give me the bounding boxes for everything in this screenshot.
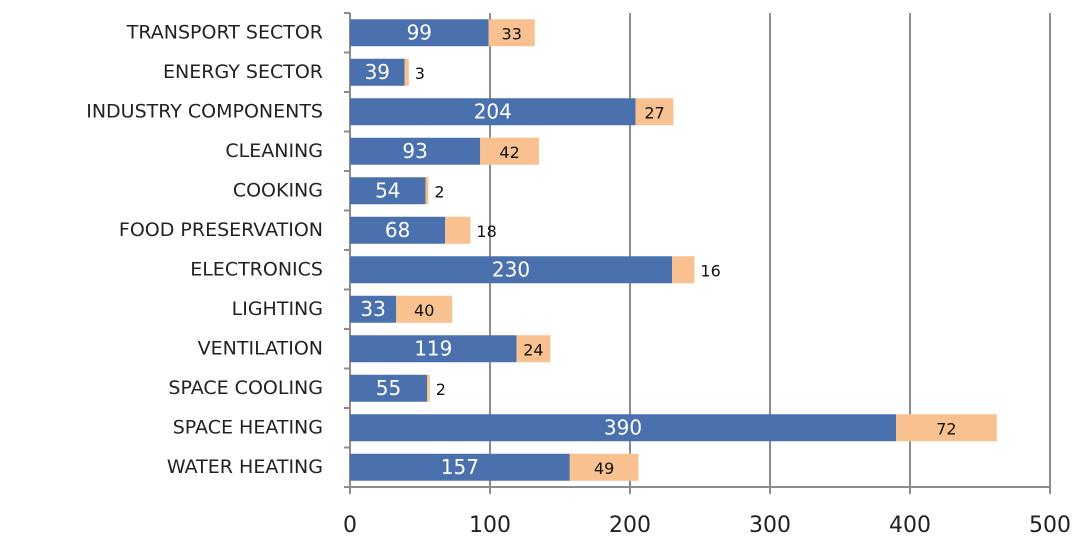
- bar-segment: [350, 58, 405, 86]
- bar-segment: [488, 19, 535, 47]
- bar-segment: [480, 137, 539, 165]
- bar-label: 42: [499, 143, 519, 162]
- bar-segment: [425, 177, 429, 205]
- bar-segment: [350, 295, 397, 323]
- bar-label: 33: [502, 24, 522, 43]
- y-tick-label: TRANSPORT SECTOR: [126, 21, 323, 43]
- bar-segment: [635, 98, 674, 126]
- bar-segment: [569, 453, 639, 481]
- bar-segment: [896, 414, 997, 442]
- bar-segment: [516, 335, 551, 363]
- bar-segment: [350, 98, 636, 126]
- bar-label: 24: [523, 340, 543, 359]
- bar-segment: [350, 19, 489, 47]
- bar-segment: [350, 177, 426, 205]
- y-tick-label: COOKING: [233, 179, 323, 201]
- bar-label: 93: [402, 139, 427, 163]
- bar-segment: [672, 256, 695, 284]
- x-tick-label: 100: [469, 513, 511, 538]
- bar-label: 16: [700, 261, 720, 280]
- bar-label: 27: [644, 103, 664, 122]
- bar-label: 39: [365, 60, 390, 84]
- bar-label: 54: [375, 178, 400, 202]
- bar-segment: [350, 256, 672, 284]
- y-tick-label: FOOD PRESERVATION: [119, 219, 323, 241]
- y-tick-label: CLEANING: [225, 140, 323, 162]
- bar-label: 230: [492, 257, 530, 281]
- bar-label: 18: [476, 222, 496, 241]
- x-tick-label: 300: [749, 513, 791, 538]
- bar-label: 157: [441, 455, 479, 479]
- bar-label: 204: [474, 99, 512, 123]
- bar-label: 3: [415, 64, 425, 83]
- bar-segment: [396, 295, 453, 323]
- y-tick-label: WATER HEATING: [167, 456, 323, 478]
- y-tick-label: SPACE HEATING: [173, 416, 323, 438]
- bar-label: 49: [594, 459, 614, 478]
- bar-label: 68: [385, 218, 410, 242]
- y-tick-label: ENERGY SECTOR: [163, 61, 323, 83]
- x-tick-label: 200: [609, 513, 651, 538]
- bar-label: 119: [414, 336, 452, 360]
- bar-segment: [350, 216, 446, 244]
- bar-label: 72: [936, 419, 956, 438]
- y-tick-label: ELECTRONICS: [190, 258, 323, 280]
- bar-segment: [350, 414, 896, 442]
- bar-segment: [427, 374, 430, 402]
- bar-label: 55: [376, 376, 401, 400]
- bar-segment: [350, 374, 427, 402]
- bar-segment: [350, 137, 481, 165]
- y-tick-label: INDUSTRY COMPONENTS: [86, 100, 323, 122]
- bar-segment: [350, 453, 570, 481]
- bar-label: 40: [414, 301, 434, 320]
- bar-segment: [350, 335, 517, 363]
- bar-label: 390: [604, 415, 642, 439]
- y-tick-label: LIGHTING: [232, 298, 323, 320]
- bar-label: 2: [434, 182, 444, 201]
- bar-label: 2: [436, 380, 446, 399]
- x-tick-label: 0: [343, 513, 357, 538]
- y-tick-label: VENTILATION: [198, 337, 323, 359]
- bar-segment: [404, 58, 409, 86]
- x-tick-label: 400: [889, 513, 931, 538]
- bar-label: 99: [407, 20, 432, 44]
- y-tick-label: SPACE COOLING: [168, 377, 323, 399]
- bar-segment: [445, 216, 471, 244]
- x-tick-label: 500: [1029, 513, 1071, 538]
- bar-label: 33: [360, 297, 385, 321]
